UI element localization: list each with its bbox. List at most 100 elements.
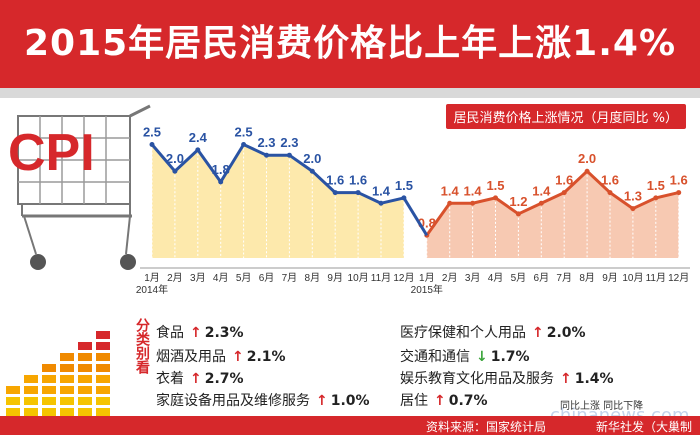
arrow-up-icon: ↑ — [560, 371, 572, 387]
arrow-up-icon: ↑ — [232, 349, 244, 365]
x-tick-label: 4月 — [488, 272, 504, 284]
x-tick-label: 7月 — [556, 272, 572, 284]
decor-block — [42, 375, 56, 383]
x-tick-label: 6月 — [534, 272, 550, 284]
data-label: 1.5 — [395, 178, 413, 193]
data-point — [538, 200, 544, 206]
series-2-area — [426, 171, 679, 258]
x-tick-label: 8月 — [305, 272, 321, 284]
x-tick-label: 1月 — [419, 272, 435, 284]
x-tick-label: 4月 — [213, 272, 229, 284]
x-tick-label: 12月 — [668, 272, 689, 284]
x-tick-label: 10月 — [622, 272, 643, 284]
category-value: 1.4% — [574, 371, 614, 387]
x-tick-label: 3月 — [465, 272, 481, 284]
category-value: 1.0% — [330, 393, 370, 409]
x-tick-label: 5月 — [511, 272, 527, 284]
data-point — [607, 190, 613, 196]
decor-block — [78, 408, 92, 416]
plot-area: 2.52.02.41.82.52.3 2.32.01.6 1.61.4 1.50.81… — [136, 125, 690, 296]
arrow-up-icon: ↑ — [316, 393, 328, 409]
x-tick-label: 8月 — [579, 272, 595, 284]
data-label: 1.6 — [349, 173, 367, 188]
series-link-line — [402, 197, 429, 237]
category-item: 烟酒及用品 ↑ 2.1% — [156, 346, 286, 366]
data-point — [332, 190, 338, 196]
category-name: 家庭设备用品及维修服务 — [156, 393, 310, 409]
category-item: 交通和通信 ↓ 1.7% — [400, 346, 530, 366]
data-label: 2.0 — [166, 151, 184, 166]
series-1-line — [150, 142, 405, 205]
decor-block — [42, 364, 56, 372]
decor-block — [60, 353, 74, 361]
cart-illustration: CPI — [8, 104, 151, 270]
data-label: 1.6 — [555, 173, 573, 188]
decor-block — [96, 353, 110, 361]
category-name: 食品 — [156, 325, 184, 341]
chart-legend-title: 居民消费价格上涨情况（月度同比 %） — [445, 104, 686, 129]
category-item: 医疗保健和个人用品 ↑ 2.0% — [400, 322, 586, 342]
x-tick-label: 6月 — [259, 272, 275, 284]
data-label: 1.5 — [486, 178, 504, 193]
x-tick-label: 2月 — [442, 272, 458, 284]
data-point — [286, 152, 292, 158]
data-point — [630, 206, 636, 212]
data-point — [241, 142, 247, 148]
x-tick-label: 10月 — [348, 272, 369, 284]
decor-block — [6, 386, 20, 394]
data-point — [172, 168, 178, 174]
decor-block — [6, 397, 20, 405]
category-value: 1.7% — [490, 349, 530, 365]
data-point — [149, 142, 155, 148]
data-point — [195, 147, 201, 153]
category-value: 2.3% — [204, 325, 244, 341]
decor-block — [78, 375, 92, 383]
x-tick-label: 2月 — [167, 272, 183, 284]
decor-block — [42, 386, 56, 394]
decor-block — [96, 364, 110, 372]
series-2-line — [425, 169, 680, 237]
data-label: 2.0 — [303, 151, 321, 166]
updown-legend: 同比上涨 同比下降 — [560, 401, 644, 412]
x-tick-label: 5月 — [236, 272, 252, 284]
decor-block — [24, 397, 38, 405]
title-bar: 2015年居民消费价格比上年上涨1.4% — [0, 0, 700, 88]
decor-block — [96, 342, 110, 350]
category-name: 交通和通信 — [400, 349, 470, 365]
category-value: 2.1% — [246, 349, 286, 365]
data-label: 1.6 — [670, 173, 688, 188]
decor-block — [78, 342, 92, 350]
category-name: 医疗保健和个人用品 — [400, 325, 526, 341]
decor-block — [78, 364, 92, 372]
x-tick-label: 7月 — [282, 272, 298, 284]
category-name: 烟酒及用品 — [156, 349, 226, 365]
data-point — [515, 211, 521, 217]
category-value: 2.0% — [546, 325, 586, 341]
data-label: 1.6 — [601, 173, 619, 188]
data-label: 2.3 — [280, 135, 298, 150]
data-label: 2.5 — [143, 125, 161, 140]
arrow-up-icon: ↑ — [532, 325, 544, 341]
cpi-line-chart: CPI 2.52.02.41.82.52.3 2.32.01.6 1.61.4 1.5… — [8, 104, 690, 296]
data-point — [561, 190, 567, 196]
data-label: 1.6 — [326, 173, 344, 188]
category-name: 居住 — [400, 393, 428, 409]
decor-block — [60, 408, 74, 416]
cart-wheel-left — [30, 254, 46, 270]
category-item: 食品 ↑ 2.3% — [156, 322, 244, 342]
decor-block — [60, 397, 74, 405]
x-tick-label: 11月 — [371, 272, 391, 284]
decor-block — [24, 386, 38, 394]
category-value: 0.7% — [448, 393, 488, 409]
series-1-area — [152, 144, 404, 258]
data-point — [676, 190, 682, 196]
decor-block — [96, 331, 110, 339]
category-item: 家庭设备用品及维修服务 ↑ 1.0% — [156, 390, 370, 410]
title-divider — [0, 88, 700, 98]
data-label: 1.4 — [441, 183, 460, 198]
category-item: 衣着 ↑ 2.7% — [156, 368, 244, 388]
category-value: 2.7% — [204, 371, 244, 387]
cpi-logo-text: CPI — [8, 124, 95, 182]
category-vertical-label: 分类别看 — [134, 318, 150, 374]
